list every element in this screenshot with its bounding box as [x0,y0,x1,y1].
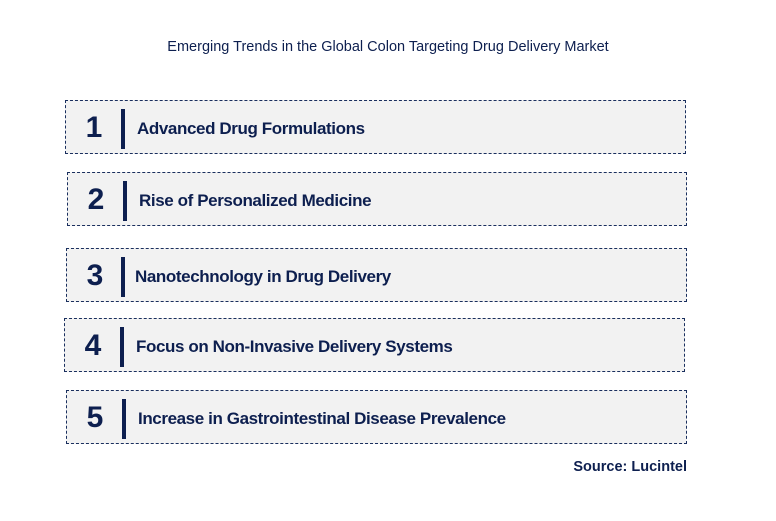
trend-number: 4 [84,329,102,362]
trend-label: Rise of Personalized Medicine [139,191,372,210]
trend-row-3: 3 Nanotechnology in Drug Delivery [66,248,687,302]
divider-bar [121,109,125,149]
divider-bar [123,181,127,221]
trend-label: Increase in Gastrointestinal Disease Pre… [138,409,506,428]
trend-number: 1 [85,111,103,144]
trend-row-4: 4 Focus on Non-Invasive Delivery Systems [64,318,685,372]
trend-row-1: 1 Advanced Drug Formulations [65,100,686,154]
divider-bar [122,399,126,439]
trend-label: Nanotechnology in Drug Delivery [135,267,391,286]
diagram-title: Emerging Trends in the Global Colon Targ… [167,39,609,55]
trend-number: 2 [87,183,105,216]
trend-row-2: 2 Rise of Personalized Medicine [67,172,687,226]
divider-bar [120,327,124,367]
source-credit: Source: Lucintel [573,459,687,475]
trend-number: 3 [86,259,104,292]
divider-bar [121,257,125,297]
trend-label: Advanced Drug Formulations [137,119,365,138]
trend-number: 5 [86,401,104,434]
trend-row-5: 5 Increase in Gastrointestinal Disease P… [66,390,687,444]
trend-label: Focus on Non-Invasive Delivery Systems [136,337,453,356]
